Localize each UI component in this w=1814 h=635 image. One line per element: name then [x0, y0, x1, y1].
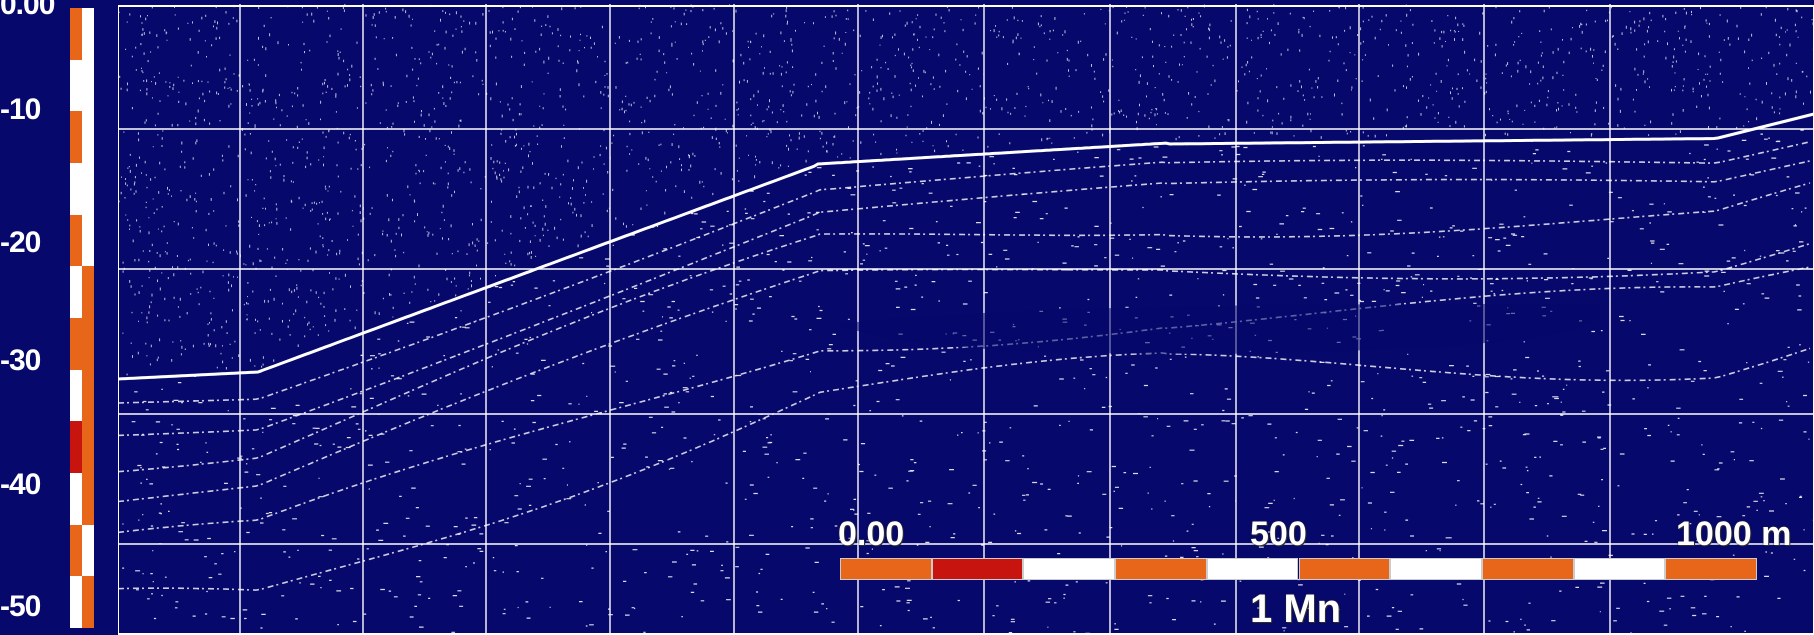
distance-scale-segment	[931, 558, 1024, 580]
sediment-strata	[118, 112, 1814, 591]
seabed-surface	[118, 112, 1814, 381]
distance-scale-segment	[1573, 558, 1666, 580]
distance-scale-bar	[840, 558, 1757, 580]
depth-scale-segment	[70, 318, 82, 370]
sediment-reflector	[118, 242, 1811, 503]
depth-scale-segment	[70, 111, 82, 163]
depth-scale-segment	[82, 214, 94, 267]
depth-scale-segment	[82, 266, 94, 318]
depth-label-50: -50	[0, 590, 41, 623]
depth-scale-segment	[70, 524, 82, 577]
distance-scale-segment	[1481, 558, 1574, 580]
depth-label-10: -10	[0, 93, 41, 126]
seabed-profile	[118, 4, 1814, 635]
depth-scale-segment	[70, 163, 82, 215]
distance-label-start: 0.00	[838, 515, 905, 553]
depth-scale-segment	[82, 318, 94, 370]
depth-scale-segment	[70, 421, 82, 473]
sediment-reflector	[118, 347, 1811, 591]
depth-scale-segment	[82, 576, 94, 628]
depth-scale-segment	[82, 524, 94, 577]
depth-scale-segment	[82, 421, 94, 473]
sediment-reflector	[118, 141, 1811, 404]
depth-scale-segment	[70, 59, 82, 112]
depth-scale-segment	[82, 473, 94, 525]
profile-frame	[118, 5, 1814, 635]
depth-label-0: 0.00	[0, 0, 55, 21]
distance-scale-segment	[840, 558, 932, 580]
depth-scale-segment	[82, 111, 94, 163]
depth-scale-segment	[82, 59, 94, 112]
dark-sediment-lens	[838, 304, 1601, 354]
depth-label-30: -30	[0, 344, 41, 377]
distance-label-end: 1000 m	[1676, 515, 1792, 553]
depth-scale-segment	[82, 163, 94, 215]
nautical-mile-label: 1 Mn	[1250, 587, 1342, 631]
depth-scale-bar	[70, 8, 94, 628]
distance-label-mid: 500	[1250, 515, 1307, 553]
distance-scale-segment	[1206, 558, 1299, 580]
distance-scale-segment	[1390, 558, 1482, 580]
depth-scale-segment	[70, 8, 82, 60]
depth-scale-segment	[70, 266, 82, 318]
sediment-reflector	[118, 160, 1811, 437]
distance-scale-segment	[1665, 558, 1757, 580]
distance-scale-segment	[1298, 558, 1391, 580]
depth-scale-segment	[82, 8, 94, 60]
depth-scale-segment	[82, 369, 94, 422]
depth-scale-segment	[70, 576, 82, 628]
depth-label-40: -40	[0, 468, 41, 501]
sediment-reflector	[118, 182, 1811, 473]
distance-scale-segment	[1115, 558, 1207, 580]
distance-scale-segment	[1023, 558, 1116, 580]
depth-scale-segment	[70, 473, 82, 525]
depth-scale-segment	[70, 369, 82, 422]
depth-label-20: -20	[0, 226, 41, 259]
depth-scale-segment	[70, 214, 82, 267]
